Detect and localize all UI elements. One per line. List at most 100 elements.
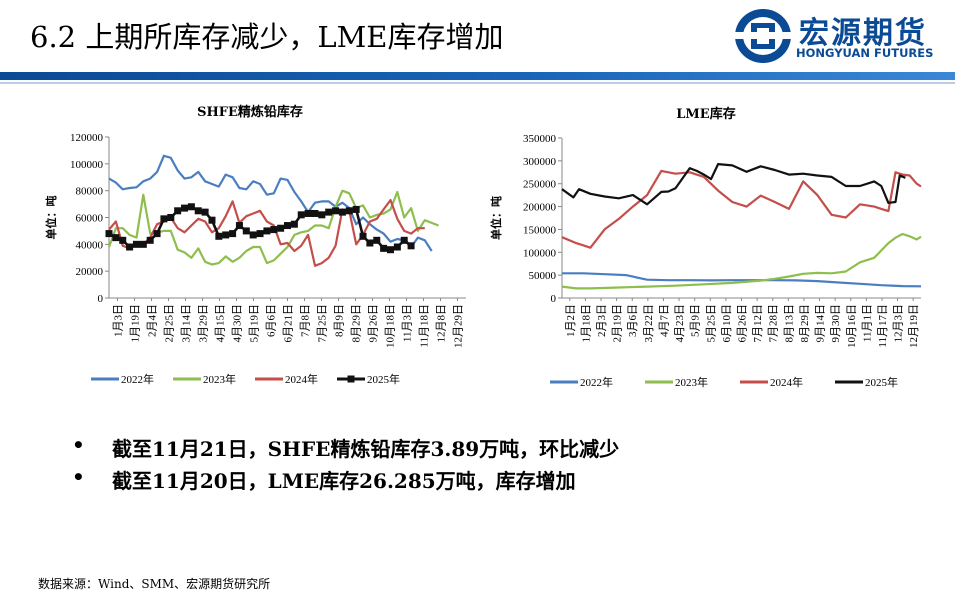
x-tick-label: 6月6日 [266,304,278,337]
data-point-2025年 [325,208,333,216]
x-tick-label: 11月18日 [419,304,431,348]
data-point-2025年 [187,203,195,211]
y-axis-label: 单位：吨 [489,196,503,240]
x-tick-label: 1月19日 [130,304,142,343]
data-point-2025年 [366,239,374,247]
data-point-2025年 [304,209,312,217]
x-tick-label: 5月19日 [249,304,261,343]
y-tick-label: 350000 [523,133,557,145]
page-title: 6.2 上期所库存减少，LME库存增加 [30,20,504,54]
x-tick-label: 3月6日 [627,304,639,337]
x-tick-label: 12月8日 [436,304,448,343]
data-point-2025年 [167,214,175,221]
data-point-2025年 [242,227,250,235]
x-tick-label: 7月25日 [317,304,329,343]
data-point-2025年 [297,211,305,219]
x-tick-label: 12月3日 [893,304,905,343]
data-point-2025年 [222,231,230,239]
x-tick-label: 8月29日 [799,304,811,343]
data-point-2025年 [400,236,408,244]
data-point-2025年 [270,226,278,234]
series-line-2025年 [561,162,906,206]
x-tick-label: 9月30日 [830,304,842,343]
legend-label: 2022年 [580,375,613,389]
data-point-2025年 [373,236,381,244]
x-tick-label: 4月15日 [215,304,227,343]
data-point-2025年 [112,234,120,242]
y-tick-label: 100000 [523,247,557,259]
x-tick-label: 2月4日 [147,304,159,337]
x-tick-label: 8月29日 [351,304,363,343]
x-tick-label: 6月26日 [737,304,749,343]
shfe-chart-svg: SHFE精炼铅库存 0 20000 40000 60000 80000 100000 1200… [44,104,466,386]
bullet-marker: • [72,433,85,457]
x-tick-label: 12月19日 [908,304,920,348]
data-point-2025年 [201,208,209,216]
legend-label: 2025年 [865,375,898,389]
x-tick-label: 4月23日 [674,304,686,343]
y-tick-label: 50000 [529,270,557,282]
data-source-note: 数据来源：Wind、SMM、宏源期货研究所 [38,577,271,591]
x-tick-label: 8月13日 [783,304,795,343]
data-point-2025年 [132,240,140,248]
data-point-2025年 [393,243,401,251]
header-divider [0,72,955,80]
series-line-2022年 [562,272,922,288]
series-line-2023年 [107,189,439,266]
x-tick-label: 4月7日 [658,304,670,337]
data-point-2025年 [318,211,326,219]
x-tick-label: 2月3日 [596,304,608,337]
legend-label: 2024年 [285,372,318,386]
y-tick-label: 0 [98,293,104,305]
x-tick-label: 12月29日 [453,304,465,348]
y-tick-label: 120000 [70,132,104,144]
header-divider-thin [0,82,955,84]
series-line-2024年 [561,169,922,249]
legend-label: 2025年 [367,372,400,386]
bullet-marker: • [72,465,85,489]
x-tick-label: 10月18日 [385,304,397,348]
data-point-2025年 [386,246,394,254]
x-tick-label: 10月16日 [846,304,858,348]
data-point-2025年 [181,204,189,212]
bullet-text: 截至11月21日，SHFE精炼铅库存3.89万吨，环比减少 [112,437,620,461]
y-tick-label: 80000 [76,186,104,198]
x-tick-label: 8月9日 [334,304,346,337]
data-point-2025年 [249,231,257,239]
y-tick-label: 300000 [523,156,557,168]
data-point-2025年 [174,207,182,215]
x-tick-label: 1月18日 [580,304,592,343]
x-tick-label: 2月25日 [164,304,176,343]
x-tick-label: 7月28日 [768,304,780,343]
data-point-2025年 [284,222,291,230]
data-point-2025年 [229,230,237,238]
x-tick-label: 4月30日 [232,304,244,343]
logo-text-cn: 宏源期货 [799,16,927,51]
legend-label: 2023年 [203,372,236,386]
y-tick-label: 20000 [76,266,104,278]
data-point-2025年 [160,215,168,223]
data-point-2025年 [277,224,285,232]
x-tick-label: 11月17日 [877,304,889,348]
data-point-2025年 [126,243,134,251]
x-tick-label: 3月22日 [643,304,655,343]
x-tick-label: 7月12日 [752,304,764,343]
x-tick-label: 6月21日 [283,304,295,343]
x-tick-label: 1月3日 [113,304,125,337]
data-point-2025年 [345,207,353,215]
data-point-2025年 [332,207,340,215]
lme-inventory-chart: LME库存 0 50000 100000 150000 200000 250000 30000… [480,98,940,398]
y-tick-label: 40000 [76,239,104,251]
logo-text-en: HONGYUAN FUTURES [796,46,934,60]
legend-label: 2022年 [121,372,154,386]
lme-chart-svg: LME库存 0 50000 100000 150000 200000 250000 30000… [489,106,922,389]
chart-title: LME库存 [676,106,735,122]
legend-marker [347,375,355,383]
data-point-2025年 [215,232,223,240]
series-line-2022年 [108,154,433,252]
data-point-2025年 [359,232,367,240]
data-point-2025年 [208,216,216,224]
legend-label: 2024年 [770,375,803,389]
data-point-2025年 [380,244,388,252]
x-tick-label: 11月3日 [402,304,414,342]
